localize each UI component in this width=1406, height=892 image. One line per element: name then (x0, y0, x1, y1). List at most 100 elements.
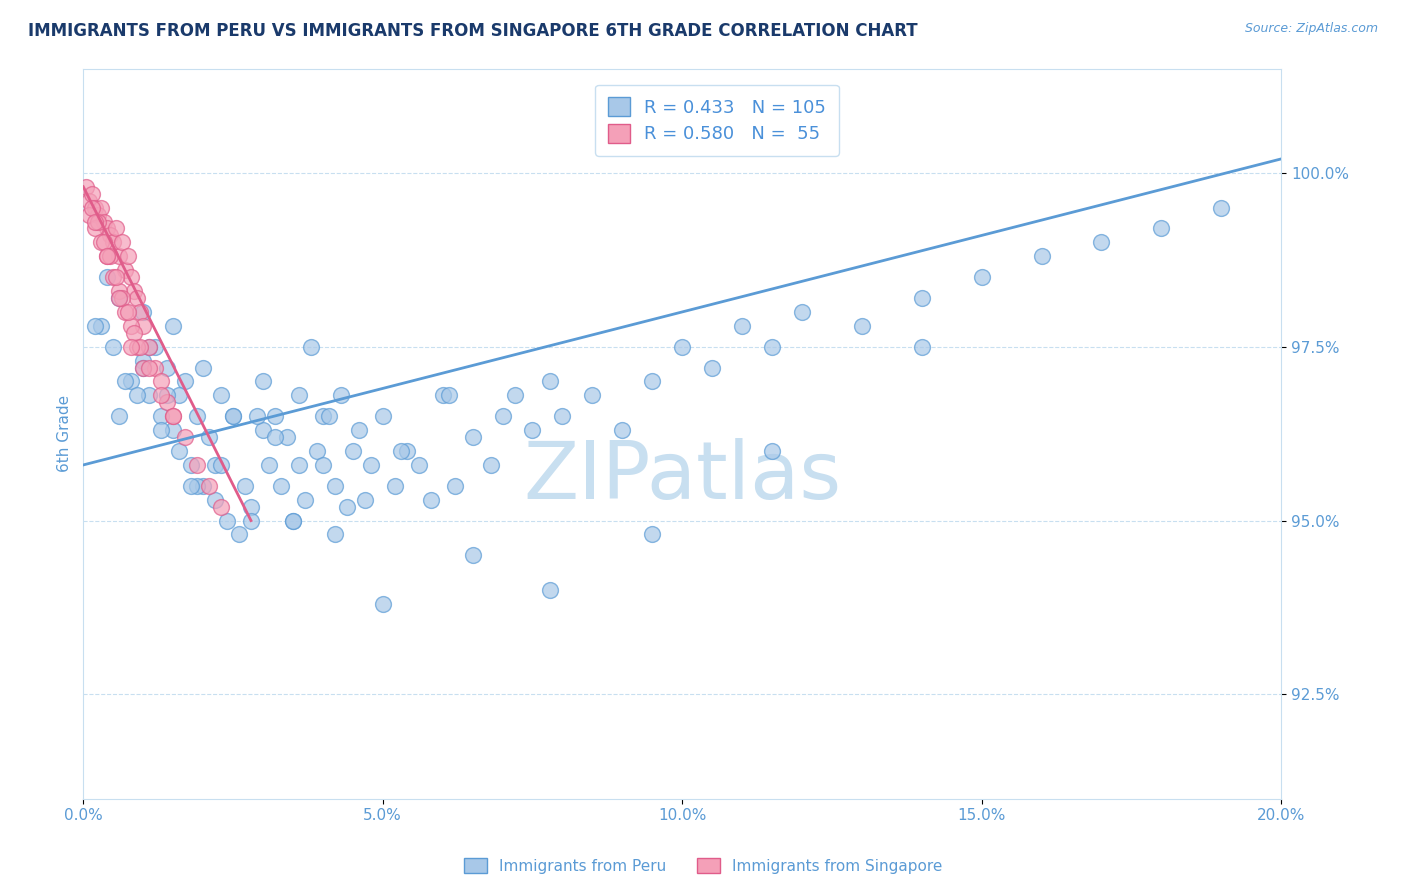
Point (167, 444, 190, 458)
Point (336, 500, 359, 514)
Point (281, 514, 304, 528)
Point (790, 305, 813, 319)
Point (209, 458, 232, 472)
Point (851, 318, 873, 333)
Point (143, 340, 166, 354)
Point (641, 375, 664, 389)
Point (198, 430, 221, 444)
Point (1150, 221, 1173, 235)
Point (132, 318, 155, 333)
Point (127, 340, 149, 354)
Point (138, 360, 160, 375)
Point (90, 235, 112, 250)
Point (276, 430, 298, 444)
Point (323, 527, 346, 541)
Point (87, 208, 110, 222)
Point (162, 409, 184, 424)
Point (186, 458, 208, 472)
Point (299, 340, 322, 354)
Point (162, 409, 184, 424)
Point (342, 444, 364, 458)
Point (150, 375, 173, 389)
Point (84, 318, 107, 333)
Point (156, 360, 179, 375)
Point (156, 395, 179, 409)
Point (252, 423, 274, 437)
Point (371, 597, 394, 611)
Point (970, 270, 993, 285)
Point (443, 479, 465, 493)
Point (246, 409, 269, 424)
Point (122, 326, 145, 340)
Point (96, 249, 118, 263)
Legend: R = 0.433   N = 105, R = 0.580   N =  55: R = 0.433 N = 105, R = 0.580 N = 55 (595, 85, 838, 156)
Point (911, 340, 934, 354)
Point (491, 409, 513, 424)
Point (180, 479, 202, 493)
Point (312, 409, 335, 424)
Point (702, 360, 724, 375)
Point (761, 444, 783, 458)
Point (108, 249, 131, 263)
Point (522, 423, 544, 437)
Point (281, 514, 304, 528)
Point (270, 479, 292, 493)
Point (288, 388, 311, 402)
Point (174, 430, 197, 444)
Point (129, 340, 152, 354)
Point (93, 235, 115, 250)
Point (127, 291, 149, 305)
Point (731, 318, 754, 333)
Point (120, 318, 142, 333)
Point (98, 249, 121, 263)
Text: IMMIGRANTS FROM PERU VS IMMIGRANTS FROM SINGAPORE 6TH GRADE CORRELATION CHART: IMMIGRANTS FROM PERU VS IMMIGRANTS FROM … (28, 22, 918, 40)
Point (191, 360, 214, 375)
Point (114, 375, 136, 389)
Text: Source: ZipAtlas.com: Source: ZipAtlas.com (1244, 22, 1378, 36)
Point (129, 305, 152, 319)
Point (240, 500, 263, 514)
Point (911, 291, 934, 305)
Point (82, 201, 104, 215)
Point (1090, 235, 1112, 250)
Point (105, 221, 128, 235)
Point (84, 214, 107, 228)
Point (103, 235, 125, 250)
Point (162, 423, 184, 437)
Point (538, 583, 561, 598)
Point (215, 514, 238, 528)
Point (209, 388, 232, 402)
Point (503, 388, 526, 402)
Point (204, 492, 226, 507)
Point (186, 479, 208, 493)
Point (108, 291, 131, 305)
Point (360, 458, 382, 472)
Point (288, 458, 311, 472)
Point (96, 249, 118, 263)
Point (761, 340, 783, 354)
Text: ZIPatlas: ZIPatlas (523, 439, 841, 516)
Point (84, 201, 107, 215)
Point (323, 479, 346, 493)
Point (612, 423, 634, 437)
Point (150, 388, 173, 402)
Point (105, 270, 128, 285)
Point (437, 388, 460, 402)
Point (209, 500, 232, 514)
Point (150, 409, 173, 424)
Point (222, 409, 245, 424)
Point (138, 340, 160, 354)
Point (305, 444, 328, 458)
Point (252, 375, 274, 389)
Point (143, 360, 166, 375)
Y-axis label: 6th Grade: 6th Grade (58, 395, 72, 472)
Legend: Immigrants from Peru, Immigrants from Singapore: Immigrants from Peru, Immigrants from Si… (458, 852, 948, 880)
Point (93, 214, 115, 228)
Point (127, 388, 149, 402)
Point (264, 409, 287, 424)
Point (96, 221, 118, 235)
Point (329, 388, 352, 402)
Point (318, 409, 340, 424)
Point (479, 458, 502, 472)
Point (228, 527, 250, 541)
